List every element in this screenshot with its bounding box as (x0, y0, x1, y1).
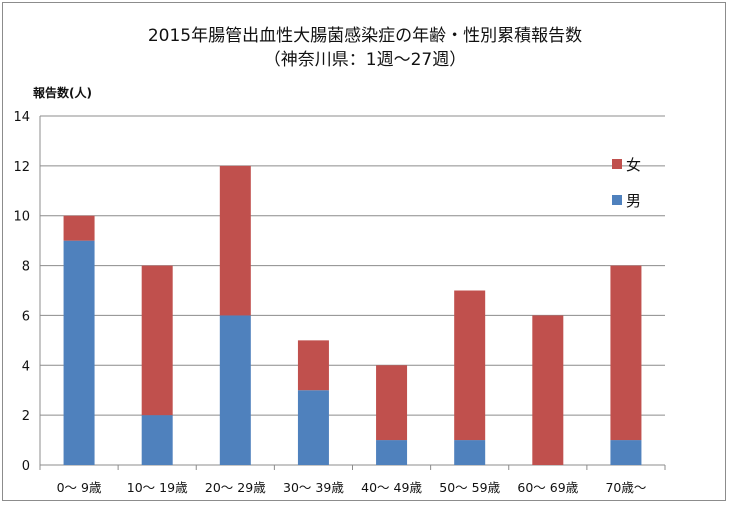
x-tick-label: 50〜 59歳 (439, 480, 500, 495)
bar-segment-male (63, 240, 95, 465)
bar-segment-female (63, 215, 95, 241)
x-tick-label: 60〜 69歳 (517, 480, 578, 495)
bar-segment-male (454, 440, 486, 465)
y-tick-label: 10 (13, 210, 30, 225)
bar-segment-female (141, 265, 173, 416)
bar-segment-male (376, 440, 408, 465)
bar-segment-female (297, 340, 329, 391)
bar-segment-female (454, 290, 486, 441)
y-tick-label: 4 (22, 359, 30, 374)
legend-label: 男 (626, 192, 641, 210)
y-tick-label: 2 (22, 409, 30, 424)
bar-segment-male (610, 440, 642, 465)
y-tick-label: 0 (22, 459, 30, 474)
chart-title-line2: （神奈川県：1週〜27週） (263, 50, 467, 70)
x-tick-label: 70歳〜 (605, 480, 646, 495)
x-tick-label: 10〜 19歳 (127, 480, 188, 495)
legend-swatch (612, 159, 622, 169)
y-tick-label: 14 (13, 110, 30, 125)
legend-swatch (612, 195, 622, 205)
bar-segment-female (610, 265, 642, 441)
y-tick-label: 12 (13, 160, 30, 175)
bar-segment-female (376, 365, 408, 441)
y-tick-label: 6 (22, 309, 30, 324)
bar-segment-male (297, 390, 329, 465)
x-tick-label: 30〜 39歳 (283, 480, 344, 495)
x-tick-label: 20〜 29歳 (205, 480, 266, 495)
x-tick-label: 40〜 49歳 (361, 480, 422, 495)
bar-segment-male (219, 315, 251, 465)
chart-title-line1: 2015年腸管出血性大腸菌感染症の年齢・性別累積報告数 (147, 26, 583, 46)
bar-segment-female (532, 315, 564, 465)
bar-segment-male (141, 415, 173, 465)
y-tick-label: 8 (22, 260, 30, 275)
y-axis-label: 報告数(人) (33, 86, 92, 100)
chart-frame (2, 2, 726, 501)
x-tick-label: 0〜 9歳 (57, 480, 102, 495)
legend-label: 女 (626, 156, 641, 174)
chart-title: 2015年腸管出血性大腸菌感染症の年齢・性別累積報告数 （神奈川県：1週〜27週… (0, 24, 730, 72)
bar-segment-female (219, 165, 251, 316)
